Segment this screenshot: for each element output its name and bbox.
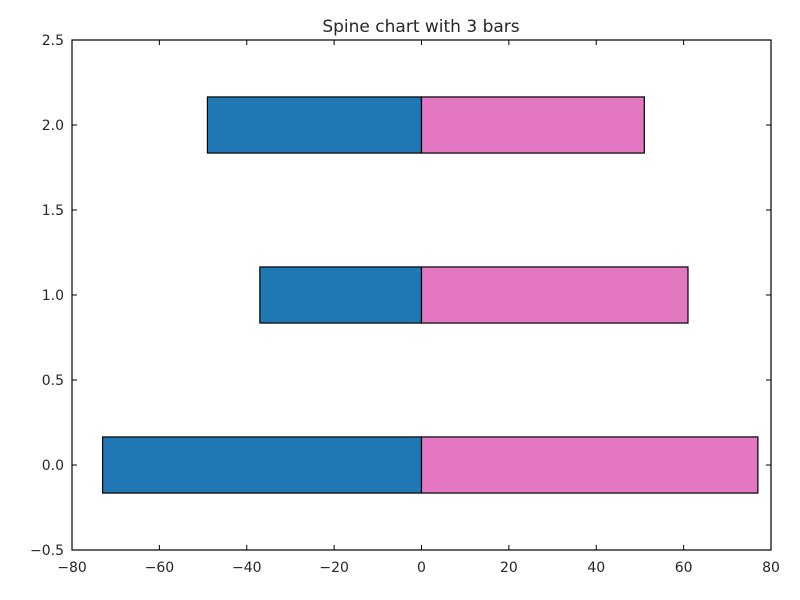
bar-right-2 — [420, 96, 645, 154]
axes-layer: −80 −60 −40 −20 0 20 40 60 80 −0.5 0.0 0.5 1.0 1.5 2.0… — [30, 33, 780, 576]
bar-right-0 — [420, 436, 759, 494]
chart-title: Spine chart with 3 bars — [322, 17, 519, 37]
y-tick-label: 2.0 — [42, 118, 64, 134]
x-tick-label: 0 — [417, 560, 426, 576]
x-tick-label: 60 — [675, 560, 693, 576]
y-tick-label: 0.5 — [42, 373, 64, 389]
y-tick-label: 1.5 — [42, 203, 64, 219]
x-tick-label: 20 — [500, 560, 518, 576]
x-tick-label: 80 — [762, 560, 780, 576]
x-tick-label: −20 — [319, 560, 349, 576]
x-tick-label: −40 — [232, 560, 262, 576]
y-tick-label: −0.5 — [30, 543, 64, 559]
bar-right-1 — [420, 266, 689, 324]
y-tick-label: 0.0 — [42, 458, 64, 474]
bar-left-2 — [206, 96, 423, 154]
bars-layer — [101, 96, 759, 494]
x-tick-label: −60 — [145, 560, 175, 576]
x-tick-label: 40 — [587, 560, 605, 576]
bar-left-0 — [101, 436, 423, 494]
y-tick-label: 2.5 — [42, 33, 64, 49]
bar-left-1 — [259, 266, 423, 324]
x-tick-label: −80 — [57, 560, 87, 576]
y-tick-label: 1.0 — [42, 288, 64, 304]
